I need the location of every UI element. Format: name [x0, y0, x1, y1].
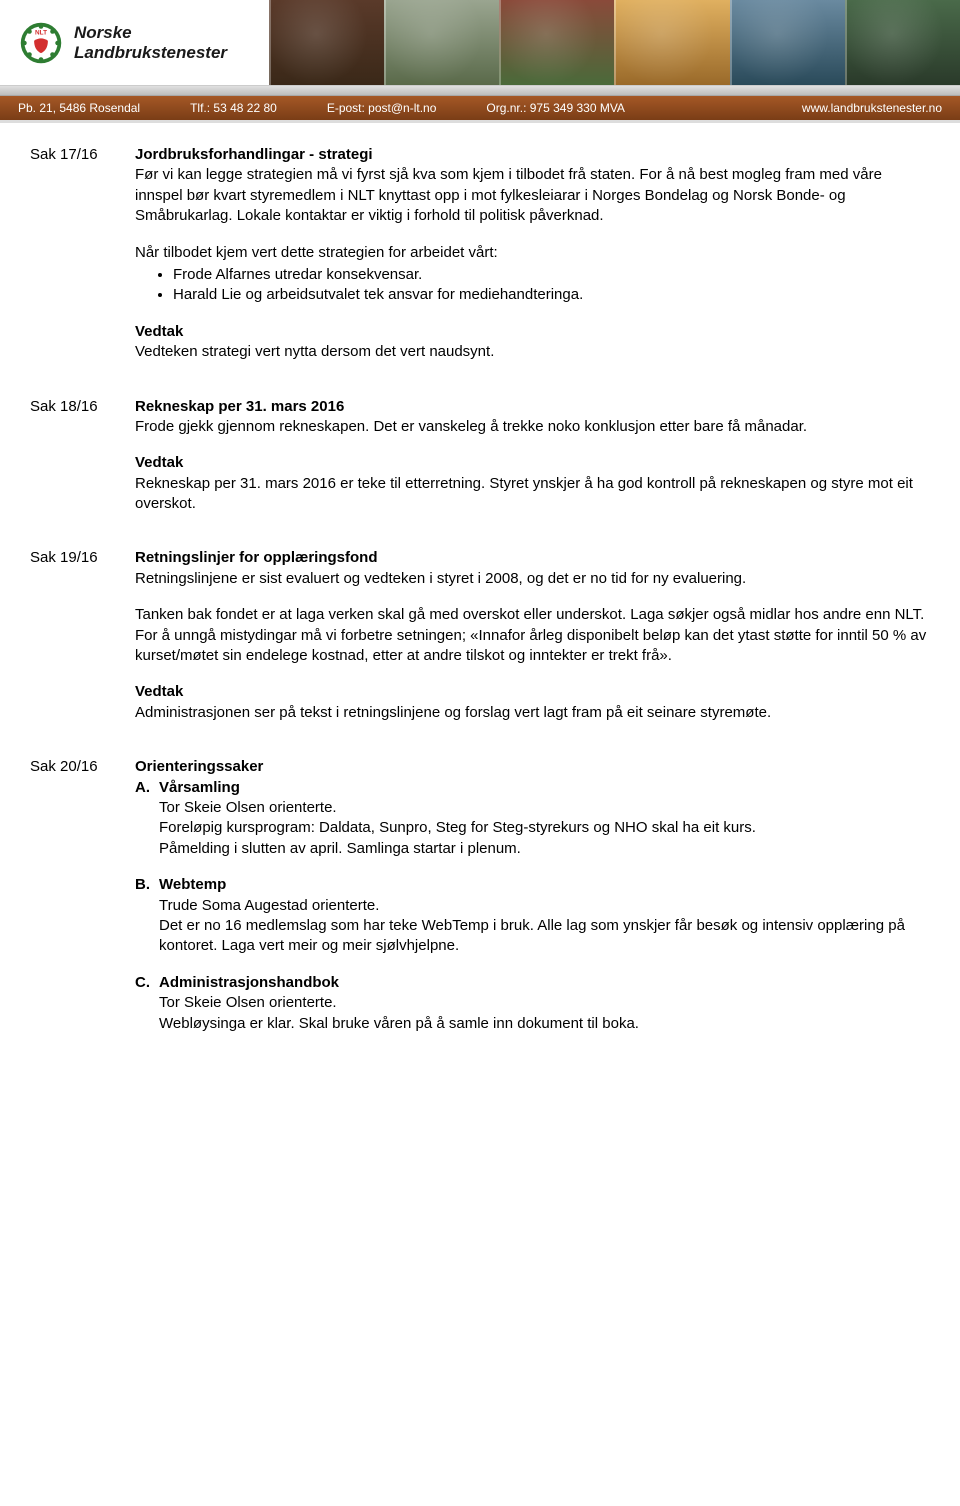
vedtak-label: Vedtak	[135, 322, 930, 342]
document-body: Sak 17/16 Jordbruksforhandlingar - strat…	[0, 123, 960, 1064]
sak-item: Sak 20/16 Orienteringssaker A. Vårsamlin…	[30, 757, 930, 1034]
header-photo	[384, 0, 499, 85]
sak-id: Sak 17/16	[30, 145, 135, 363]
sak-paragraph: Frode gjekk gjennom rekneskapen. Det er …	[135, 417, 930, 437]
orientering-label: Webtemp	[159, 875, 226, 895]
orientering-line: Tor Skeie Olsen orienterte.	[159, 993, 930, 1013]
contact-bar: Pb. 21, 5486 Rosendal Tlf.: 53 48 22 80 …	[0, 96, 960, 123]
orientering-letter: B.	[135, 875, 159, 895]
orientering-label: Vårsamling	[159, 778, 240, 798]
orientering-line: Webløysinga er klar. Skal bruke våren på…	[159, 1014, 930, 1034]
sak-id: Sak 19/16	[30, 548, 135, 723]
contact-web: www.landbrukstenester.no	[802, 101, 942, 115]
vedtak-text: Vedteken strategi vert nytta dersom det …	[135, 342, 930, 362]
orientering-letter: A.	[135, 778, 159, 798]
orientering-line: Trude Soma Augestad orienterte.	[159, 896, 930, 916]
header-photo	[845, 0, 960, 85]
orientering-line: Tor Skeie Olsen orienterte.	[159, 798, 930, 818]
contact-orgnr: Org.nr.: 975 349 330 MVA	[486, 101, 625, 115]
list-item: Frode Alfarnes utredar konsekvensar.	[173, 265, 930, 285]
orientering-item: B. Webtemp Trude Soma Augestad orientert…	[135, 875, 930, 957]
list-item: Harald Lie og arbeidsutvalet tek ansvar …	[173, 285, 930, 305]
vedtak-text: Administrasjonen ser på tekst i retnings…	[135, 703, 930, 723]
contact-email: E-post: post@n-lt.no	[327, 101, 437, 115]
orientering-letter: C.	[135, 973, 159, 993]
orientering-item: C. Administrasjonshandbok Tor Skeie Olse…	[135, 973, 930, 1034]
header-photo	[499, 0, 614, 85]
sak-item: Sak 19/16 Retningslinjer for opplæringsf…	[30, 548, 930, 723]
logo-block: NLT Norske Landbrukstenester	[0, 0, 269, 85]
sak-id: Sak 20/16	[30, 757, 135, 1034]
org-name-line1: Norske	[74, 23, 227, 43]
vedtak-label: Vedtak	[135, 682, 930, 702]
header-divider	[0, 86, 960, 96]
sak-bullet-list: Frode Alfarnes utredar konsekvensar. Har…	[135, 265, 930, 306]
sak-paragraph: Før vi kan legge strategien må vi fyrst …	[135, 165, 930, 226]
orientering-line: Det er no 16 medlemslag som har teke Web…	[159, 916, 930, 957]
sak-paragraph: Retningslinjene er sist evaluert og vedt…	[135, 569, 930, 589]
contact-address: Pb. 21, 5486 Rosendal	[18, 101, 140, 115]
header-photo-strip	[269, 0, 960, 85]
sak-title: Jordbruksforhandlingar - strategi	[135, 145, 930, 165]
sak-title: Retningslinjer for opplæringsfond	[135, 548, 930, 568]
vedtak-label: Vedtak	[135, 453, 930, 473]
orientering-label: Administrasjonshandbok	[159, 973, 339, 993]
header-photo	[730, 0, 845, 85]
orientering-item: A. Vårsamling Tor Skeie Olsen orienterte…	[135, 778, 930, 860]
header-photo	[269, 0, 384, 85]
nlt-logo-icon: NLT	[18, 20, 64, 66]
sak-item: Sak 18/16 Rekneskap per 31. mars 2016 Fr…	[30, 397, 930, 515]
sak-title: Orienteringssaker	[135, 757, 930, 777]
vedtak-text: Rekneskap per 31. mars 2016 er teke til …	[135, 474, 930, 515]
sak-title: Rekneskap per 31. mars 2016	[135, 397, 930, 417]
svg-text:NLT: NLT	[35, 29, 47, 36]
org-name-line2: Landbrukstenester	[74, 43, 227, 63]
sak-paragraph: Tanken bak fondet er at laga verken skal…	[135, 605, 930, 666]
header-photo	[614, 0, 729, 85]
orientering-line: Foreløpig kursprogram: Daldata, Sunpro, …	[159, 818, 930, 838]
contact-phone: Tlf.: 53 48 22 80	[190, 101, 277, 115]
sak-item: Sak 17/16 Jordbruksforhandlingar - strat…	[30, 145, 930, 363]
sak-paragraph: Når tilbodet kjem vert dette strategien …	[135, 243, 930, 263]
org-name: Norske Landbrukstenester	[74, 23, 227, 62]
header-banner: NLT Norske Landbrukstenester	[0, 0, 960, 86]
orientering-line: Påmelding i slutten av april. Samlinga s…	[159, 839, 930, 859]
sak-id: Sak 18/16	[30, 397, 135, 515]
